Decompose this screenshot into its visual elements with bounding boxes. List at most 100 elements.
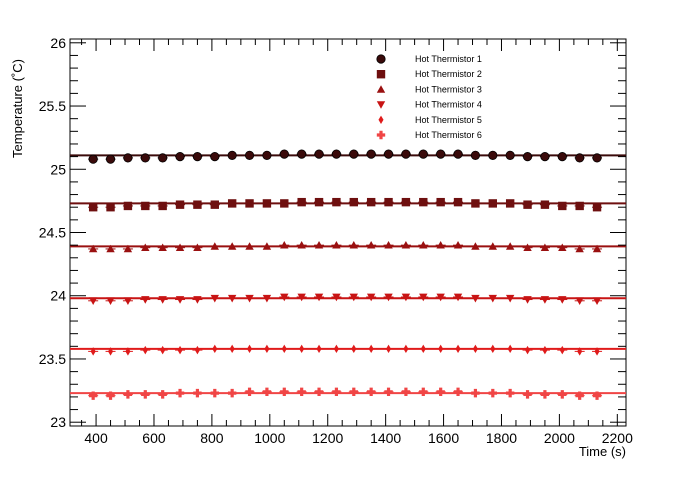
point-series-4 — [280, 293, 289, 302]
point-series-5 — [281, 344, 287, 354]
point-series-2 — [366, 197, 376, 207]
point-series-2 — [453, 197, 463, 207]
point-series-6 — [488, 388, 497, 398]
y-tick-label: 25.5 — [39, 98, 66, 114]
point-series-3 — [488, 242, 497, 250]
point-series-6 — [297, 387, 306, 397]
point-series-3 — [141, 243, 150, 252]
point-series-4 — [245, 294, 254, 303]
point-series-3 — [297, 240, 306, 249]
point-series-6 — [523, 390, 532, 399]
point-series-4 — [158, 296, 167, 304]
legend-marker-5 — [378, 115, 384, 124]
point-series-3 — [419, 240, 428, 249]
point-series-6 — [453, 387, 463, 397]
legend-marker-3 — [376, 85, 386, 93]
point-series-3 — [401, 240, 411, 249]
point-series-1 — [175, 152, 185, 162]
point-series-6 — [366, 387, 376, 397]
point-series-1 — [522, 152, 533, 162]
y-tick-label: 23 — [50, 414, 66, 430]
point-series-3 — [384, 240, 393, 249]
point-series-1 — [314, 149, 324, 159]
point-series-1 — [418, 149, 428, 159]
point-series-4 — [384, 293, 393, 302]
point-series-6 — [436, 387, 445, 397]
point-series-1 — [158, 153, 168, 163]
point-series-6 — [471, 388, 480, 398]
point-series-3 — [453, 240, 463, 249]
x-tick-label: 600 — [142, 430, 166, 446]
point-series-5 — [229, 344, 235, 354]
point-series-2 — [558, 201, 567, 211]
point-series-6 — [575, 391, 584, 400]
point-series-2 — [210, 200, 219, 209]
point-series-1 — [279, 149, 289, 159]
point-series-4 — [558, 296, 567, 304]
point-series-3 — [540, 243, 550, 252]
point-series-3 — [210, 242, 219, 250]
point-series-2 — [523, 200, 532, 209]
y-axis: 23 23.5 24 24.5 25 25.5 26 — [39, 35, 626, 430]
point-series-6 — [123, 390, 133, 399]
point-series-2 — [245, 199, 254, 208]
x-tick-label: 800 — [200, 430, 224, 446]
point-series-5 — [525, 345, 531, 355]
point-series-1 — [592, 153, 602, 163]
point-series-3 — [332, 240, 341, 249]
point-series-2 — [384, 197, 393, 207]
point-series-4 — [471, 294, 480, 303]
point-series-3 — [123, 244, 133, 253]
point-series-2 — [262, 199, 272, 208]
point-series-6 — [227, 388, 237, 398]
point-series-2 — [88, 203, 98, 212]
y-tick-label: 24 — [50, 288, 66, 304]
point-series-6 — [558, 390, 567, 399]
x-tick-label: 1200 — [312, 430, 343, 446]
point-series-3 — [349, 240, 358, 249]
point-series-5 — [333, 344, 339, 354]
point-series-5 — [368, 344, 374, 354]
point-series-3 — [227, 242, 237, 250]
y-tick-label: 23.5 — [39, 351, 66, 367]
point-series-6 — [384, 387, 393, 397]
point-series-1 — [227, 150, 237, 160]
legend-marker-6 — [376, 130, 386, 140]
point-series-5 — [507, 344, 513, 354]
point-series-2 — [314, 197, 324, 207]
x-axis: 400 600 800 1000 1200 1400 1600 1800 2000 2200 — [81, 39, 633, 446]
point-series-1 — [453, 149, 463, 159]
x-tick-label: 1800 — [486, 430, 517, 446]
x-tick-label: 1600 — [428, 430, 459, 446]
point-series-4 — [419, 293, 428, 302]
point-series-1 — [470, 150, 481, 160]
point-series-4 — [366, 293, 376, 302]
point-series-2 — [575, 201, 584, 211]
point-series-2 — [123, 201, 133, 211]
x-axis-title: Time (s) — [579, 444, 626, 459]
point-series-4 — [540, 296, 550, 304]
point-series-3 — [88, 244, 98, 253]
point-series-2 — [106, 203, 115, 212]
point-series-6 — [141, 390, 150, 399]
point-series-5 — [142, 345, 148, 355]
point-series-3 — [314, 240, 324, 249]
point-series-6 — [419, 387, 428, 397]
fit-lines — [70, 154, 626, 395]
point-series-5 — [455, 344, 461, 354]
point-series-5 — [316, 344, 322, 354]
point-series-6 — [106, 391, 115, 400]
point-series-1 — [297, 149, 307, 159]
point-series-3 — [175, 243, 185, 252]
point-series-5 — [177, 345, 183, 355]
point-series-2 — [401, 197, 411, 207]
point-series-6 — [540, 390, 550, 399]
point-series-5 — [420, 344, 426, 354]
point-series-2 — [488, 199, 497, 208]
point-series-2 — [297, 197, 306, 207]
point-series-6 — [592, 391, 602, 400]
point-series-4 — [193, 296, 202, 304]
legend-marker-1 — [376, 54, 386, 64]
point-series-1 — [436, 149, 446, 159]
legend-marker-2 — [376, 70, 386, 79]
